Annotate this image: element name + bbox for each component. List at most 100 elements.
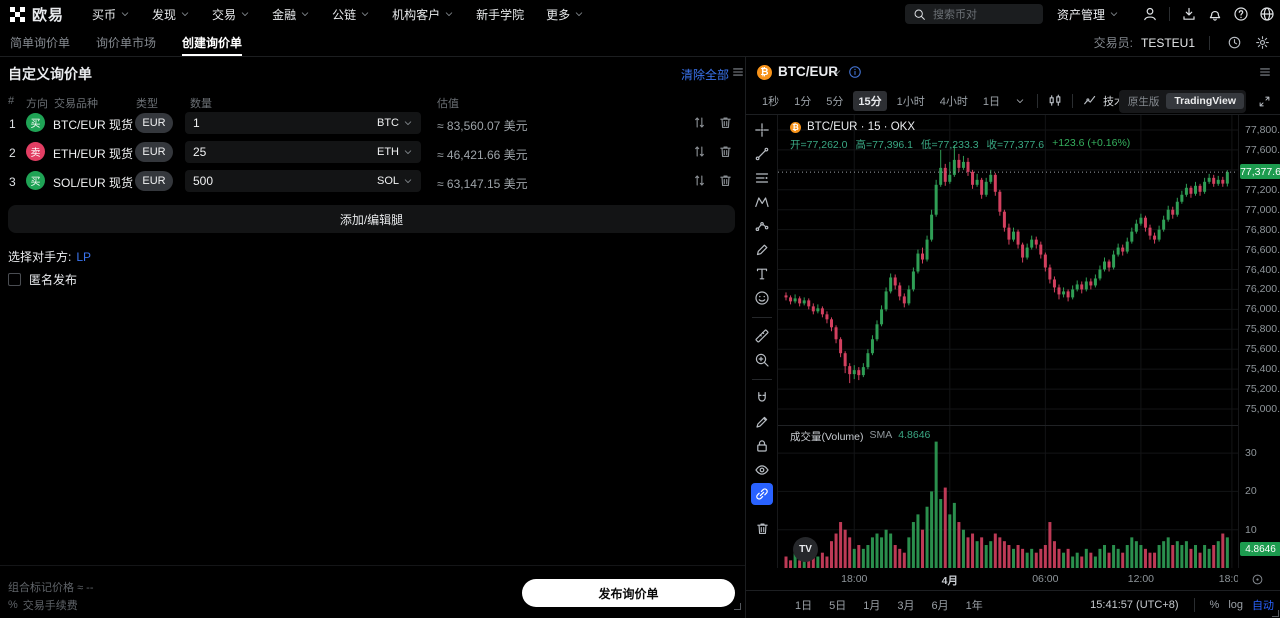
link-tool[interactable] xyxy=(751,483,773,505)
top-menu-item[interactable]: 新手学院 xyxy=(476,7,525,22)
help-icon[interactable] xyxy=(1228,0,1254,28)
interval-1秒[interactable]: 1秒 xyxy=(762,95,780,108)
resize-corner[interactable] xyxy=(734,603,741,610)
range-6月[interactable]: 6月 xyxy=(931,599,949,612)
currency-pill[interactable]: EUR xyxy=(135,113,173,133)
divider xyxy=(1193,597,1195,612)
trash-icon[interactable] xyxy=(718,173,736,191)
chart-canvas[interactable] xyxy=(778,115,1238,568)
trash-tool[interactable] xyxy=(751,517,773,539)
asset-dropdown[interactable]: ETH xyxy=(377,146,413,158)
okx-logo[interactable]: 欧易 xyxy=(0,4,64,25)
chevron-down-icon xyxy=(444,9,454,19)
assets-menu[interactable]: 资产管理 xyxy=(1057,6,1119,23)
tradingview-version-button[interactable]: TradingView xyxy=(1166,93,1244,109)
lock-tool[interactable] xyxy=(751,435,773,457)
chart-version-toggle: 原生版 TradingView xyxy=(1118,89,1246,113)
range-buttons: 1日 5日 1月 3月 6月 1年 xyxy=(746,597,983,613)
range-1月[interactable]: 1月 xyxy=(863,599,881,612)
quantity-input[interactable]: 1 BTC xyxy=(185,112,421,134)
user-icon[interactable] xyxy=(1137,0,1163,28)
range-3月[interactable]: 3月 xyxy=(897,599,915,612)
top-menu-item[interactable]: 公链 xyxy=(332,6,370,23)
trend-line-tool[interactable] xyxy=(751,143,773,165)
zoom-in-tool[interactable] xyxy=(751,349,773,371)
link-legs-icon[interactable] xyxy=(692,144,710,162)
tab-创建询价单[interactable]: 创建询价单 xyxy=(182,28,243,56)
link-legs-icon[interactable] xyxy=(692,173,710,191)
interval-4小时[interactable]: 4小时 xyxy=(939,95,968,108)
counterparty-link[interactable]: LP xyxy=(76,250,103,264)
info-icon[interactable] xyxy=(848,65,862,79)
chart-menu-icon[interactable] xyxy=(1258,65,1272,79)
forecast-tool[interactable] xyxy=(751,215,773,237)
top-menu-item[interactable]: 更多 xyxy=(546,6,584,23)
xabcd-pattern-tool[interactable] xyxy=(751,191,773,213)
indicator-icon[interactable] xyxy=(1080,91,1100,111)
submit-rfq-button[interactable]: 发布询价单 xyxy=(522,579,735,607)
price-axis[interactable]: 77,800.077,600.077,400.077,200.077,000.0… xyxy=(1238,115,1280,568)
asset-dropdown[interactable]: BTC xyxy=(377,117,413,129)
chart-toolbar-right: 原生版 TradingView xyxy=(1118,87,1274,115)
emoji-tool[interactable] xyxy=(751,287,773,309)
currency-pill[interactable]: EUR xyxy=(135,142,173,162)
add-edit-legs-button[interactable]: 添加/编辑腿 xyxy=(8,205,735,233)
gear-icon[interactable] xyxy=(1252,33,1272,53)
chart-symbol[interactable]: BTC/EUR xyxy=(778,64,838,79)
panel-menu-icon[interactable] xyxy=(731,65,745,79)
brush-tool[interactable] xyxy=(751,239,773,261)
quantity-input[interactable]: 25 ETH xyxy=(185,141,421,163)
history-icon[interactable] xyxy=(1224,33,1244,53)
top-menu-item[interactable]: 买币 xyxy=(92,6,130,23)
interval-1日[interactable]: 1日 xyxy=(982,95,1000,108)
interval-5分[interactable]: 5分 xyxy=(826,95,844,108)
search-input[interactable]: 搜索币对 xyxy=(904,4,1043,24)
trash-icon[interactable] xyxy=(718,115,736,133)
asset-dropdown[interactable]: SOL xyxy=(377,175,413,187)
column-header: 方向 xyxy=(26,98,48,110)
interval-1小时[interactable]: 1小时 xyxy=(896,95,925,108)
link-legs-icon[interactable] xyxy=(692,115,710,133)
horizontal-lines-tool[interactable] xyxy=(751,167,773,189)
range-5日[interactable]: 5日 xyxy=(829,599,847,612)
top-menu-item[interactable]: 交易 xyxy=(212,6,250,23)
trash-icon[interactable] xyxy=(718,144,736,162)
draw-tool[interactable] xyxy=(751,411,773,433)
interval-1分[interactable]: 1分 xyxy=(794,95,812,108)
top-menu-item[interactable]: 机构客户 xyxy=(392,6,454,23)
chevron-down-icon xyxy=(360,9,370,19)
range-1日[interactable]: 1日 xyxy=(795,599,813,612)
crosshair-tool[interactable] xyxy=(751,119,773,141)
ruler-tool[interactable] xyxy=(751,325,773,347)
clock[interactable]: 15:41:57 (UTC+8) xyxy=(1090,598,1179,611)
native-version-button[interactable]: 原生版 xyxy=(1127,95,1160,108)
scales-settings-icon[interactable] xyxy=(1251,573,1264,586)
resize-corner[interactable] xyxy=(1272,610,1279,617)
log-scale-button[interactable]: log xyxy=(1228,598,1243,611)
panel-divider[interactable] xyxy=(745,57,746,618)
anonymous-checkbox[interactable] xyxy=(8,273,21,286)
clear-all-link[interactable]: 清除全部 xyxy=(680,68,729,82)
percent-scale-button[interactable]: % xyxy=(1209,598,1220,611)
tab-简单询价单[interactable]: 简单询价单 xyxy=(10,35,71,50)
eye-tool[interactable] xyxy=(751,459,773,481)
currency-pill[interactable]: EUR xyxy=(135,171,173,191)
expand-icon[interactable] xyxy=(1254,91,1274,111)
bell-icon[interactable] xyxy=(1202,0,1228,28)
globe-icon[interactable] xyxy=(1254,0,1280,28)
magnet-tool[interactable] xyxy=(751,387,773,409)
interval-dropdown-icon[interactable] xyxy=(1010,91,1030,111)
quantity-input[interactable]: 500 SOL xyxy=(185,170,421,192)
auto-scale-button[interactable]: 自动 xyxy=(1252,599,1274,612)
interval-15分[interactable]: 15分 xyxy=(853,90,887,111)
tab-询价单市场[interactable]: 询价单市场 xyxy=(96,35,157,50)
text-tool[interactable] xyxy=(751,263,773,285)
range-1年[interactable]: 1年 xyxy=(965,599,983,612)
top-menu-item[interactable]: 金融 xyxy=(272,6,310,23)
top-menu-item[interactable]: 发现 xyxy=(152,6,190,23)
candles-style-icon[interactable] xyxy=(1045,91,1065,111)
divider xyxy=(1037,93,1038,108)
time-axis[interactable]: 18:00 4月 06:00 12:00 18:00 xyxy=(778,568,1238,590)
chevron-down-icon[interactable] xyxy=(832,67,842,77)
download-icon[interactable] xyxy=(1176,0,1202,28)
